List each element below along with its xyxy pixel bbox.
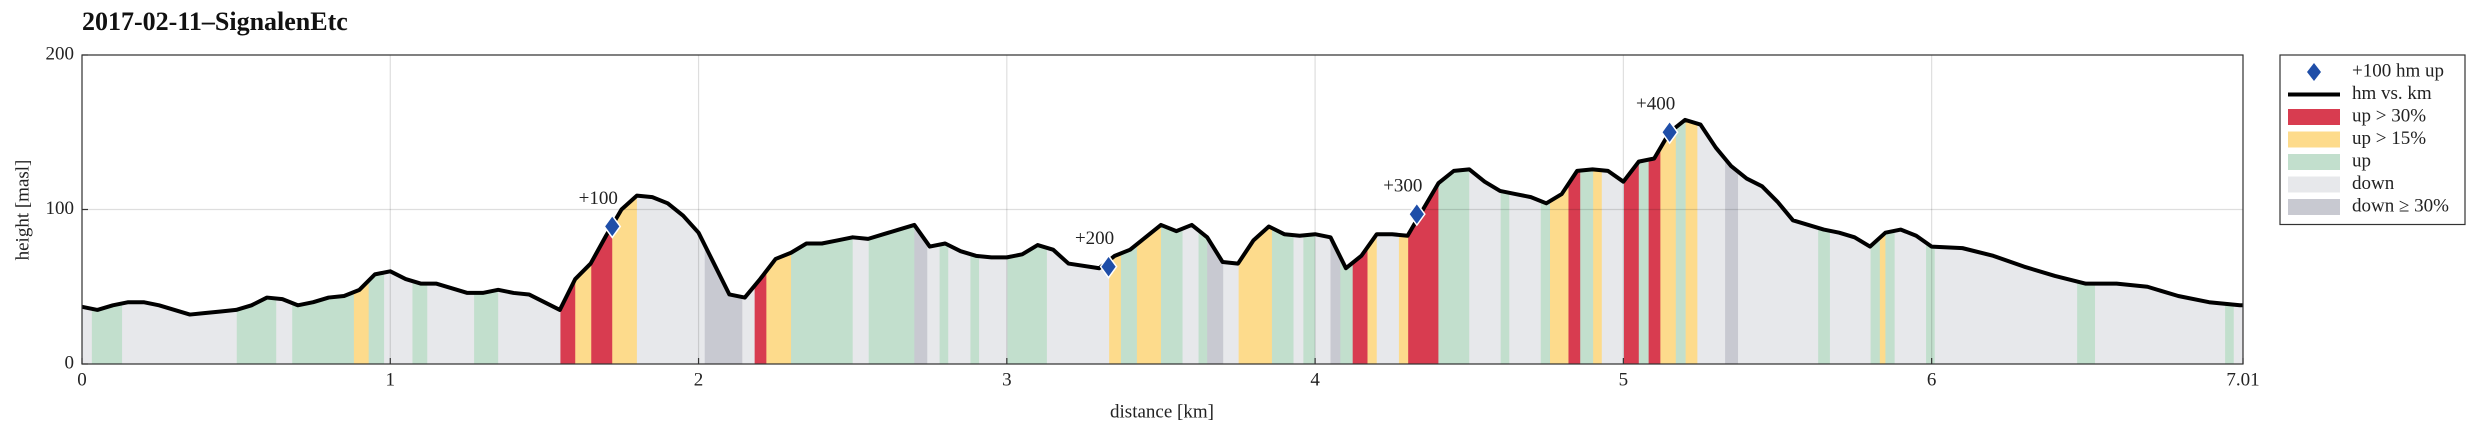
x-axis-label: distance [km] [1110, 401, 1214, 422]
marker-label: +100 [579, 188, 618, 209]
legend-swatch [2288, 154, 2340, 170]
y-axis-label: height [masl] [12, 160, 33, 261]
band [1592, 119, 1603, 364]
plot-frame [81, 54, 2244, 365]
band [1660, 119, 1677, 364]
x-tick-label: 5 [1619, 369, 1629, 390]
marker-label: +300 [1383, 175, 1422, 196]
x-tick-label: 6 [1927, 369, 1937, 390]
x-tick-label: 0 [77, 369, 87, 390]
band [1725, 119, 1739, 364]
band [1197, 119, 1208, 364]
legend-label: hm vs. km [2352, 83, 2432, 104]
band [1697, 119, 1726, 364]
legend-label: +100 hm up [2352, 60, 2444, 81]
band [1293, 119, 1304, 364]
legend-swatch [2288, 176, 2340, 193]
legend-label: up [2352, 150, 2371, 171]
legend-swatch [2288, 199, 2340, 215]
marker [1407, 201, 1426, 227]
x-tick-label: 3 [1002, 369, 1012, 390]
band [1500, 119, 1510, 364]
band [1623, 119, 1640, 364]
y-tick-label: 200 [46, 43, 75, 64]
marker-label: +400 [1636, 94, 1675, 115]
x-tick-label: 7.01 [2226, 369, 2259, 390]
marker [1099, 254, 1118, 279]
x-tick-label: 1 [386, 369, 396, 390]
legend-swatch [2288, 131, 2340, 148]
band [1398, 119, 1409, 364]
y-tick-label: 100 [46, 198, 75, 219]
legend-marker [2307, 63, 2321, 81]
band [1885, 119, 1896, 364]
marker [603, 214, 622, 239]
band [1675, 119, 1686, 364]
marker [1660, 119, 1679, 145]
band [1685, 119, 1698, 364]
y-tick-label: 0 [65, 352, 75, 373]
x-tick-label: 2 [694, 369, 704, 390]
band [1638, 119, 1649, 364]
legend-label: up > 15% [2352, 128, 2426, 149]
legend-label: down [2352, 173, 2395, 194]
legend-swatch [2288, 109, 2340, 125]
band [1540, 119, 1550, 364]
x-tick-label: 4 [1310, 369, 1320, 390]
band [1879, 119, 1887, 364]
legend-label: down ≥ 30% [2352, 195, 2449, 216]
band [1648, 119, 1661, 364]
band [1601, 119, 1624, 364]
legend-label: up > 30% [2352, 105, 2426, 126]
profile-line [81, 117, 2243, 317]
band [1580, 119, 1594, 364]
marker-label: +200 [1075, 228, 1114, 249]
chart-title: 2017-02-11–SignalenEtc [82, 7, 348, 36]
